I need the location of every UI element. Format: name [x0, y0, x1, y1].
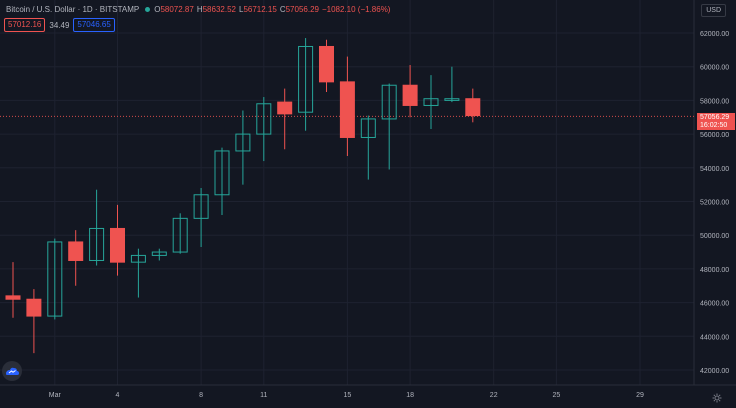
candle-body[interactable] — [381, 84, 397, 120]
y-tick-label: 42000.00 — [700, 368, 729, 375]
candle-body[interactable] — [68, 241, 84, 261]
candle-body[interactable] — [298, 45, 314, 113]
bar-countdown: 16:02:50 — [700, 122, 728, 129]
market-status-icon — [145, 7, 151, 12]
candle-body[interactable] — [465, 98, 481, 117]
candle-body[interactable] — [360, 118, 376, 138]
y-tick-label: 58000.00 — [700, 98, 729, 105]
tradingview-cloud-icon[interactable] — [2, 361, 22, 381]
close-key: C — [279, 5, 286, 14]
candle-body[interactable] — [151, 251, 167, 256]
buy-button[interactable]: 57046.65 — [73, 18, 115, 32]
low-key: L — [238, 5, 244, 14]
candle-body[interactable] — [256, 103, 272, 135]
quote-panel: 57012.16 34.49 57046.65 — [4, 18, 115, 32]
candle-body[interactable] — [319, 45, 334, 83]
gear-icon[interactable] — [712, 390, 722, 403]
spread-value: 34.49 — [49, 20, 70, 30]
candle-body[interactable] — [277, 101, 293, 115]
candle-body[interactable] — [423, 98, 439, 106]
high-value: 58632.52 — [202, 5, 236, 14]
y-tick-label: 60000.00 — [700, 65, 729, 72]
y-tick-label: 56000.00 — [700, 132, 729, 139]
candle-body[interactable] — [89, 227, 105, 261]
y-tick-label: 54000.00 — [700, 166, 729, 173]
candle-body[interactable] — [235, 133, 251, 152]
x-tick-label: 18 — [406, 392, 414, 399]
last-price-value: 57056.29 — [700, 114, 730, 121]
candle-body[interactable] — [214, 150, 230, 196]
y-tick-label: 62000.00 — [700, 31, 729, 38]
candle-body[interactable] — [5, 295, 21, 300]
candle-body[interactable] — [172, 217, 188, 253]
candle-body[interactable] — [444, 98, 460, 101]
x-tick-label: 25 — [553, 392, 561, 399]
currency-button[interactable]: USD — [701, 4, 726, 17]
candle-body[interactable] — [193, 194, 209, 219]
y-tick-label: 48000.00 — [700, 267, 729, 274]
candle-body[interactable] — [47, 241, 63, 317]
x-tick-label: 29 — [636, 392, 644, 399]
change-value: −1082.10 (−1.86%) — [321, 5, 391, 14]
last-price-tag: 57056.29 16:02:50 — [697, 113, 735, 130]
x-tick-label: 4 — [116, 392, 120, 399]
x-tick-label: 11 — [260, 392, 267, 399]
candle-body[interactable] — [26, 298, 42, 317]
y-tick-label: 52000.00 — [700, 200, 729, 207]
close-value: 57056.29 — [285, 5, 319, 14]
candle-body[interactable] — [339, 81, 355, 138]
open-key: O — [154, 5, 161, 14]
symbol-title[interactable]: Bitcoin / U.S. Dollar · 1D · BITSTAMP — [6, 5, 140, 14]
y-tick-label: 46000.00 — [700, 301, 729, 308]
candle-body[interactable] — [130, 254, 146, 263]
y-tick-label: 44000.00 — [700, 334, 729, 341]
sell-button[interactable]: 57012.16 — [4, 18, 46, 32]
candle-body[interactable] — [110, 227, 125, 263]
x-tick-label: 22 — [490, 392, 498, 399]
x-tick-label: Mar — [49, 392, 62, 399]
high-key: H — [196, 5, 203, 14]
x-tick-label: 15 — [344, 392, 352, 399]
low-value: 56712.15 — [243, 5, 277, 14]
x-tick-label: 8 — [199, 392, 203, 399]
open-value: 58072.87 — [160, 5, 194, 14]
y-tick-label: 50000.00 — [700, 233, 729, 240]
candle-body[interactable] — [402, 84, 418, 106]
